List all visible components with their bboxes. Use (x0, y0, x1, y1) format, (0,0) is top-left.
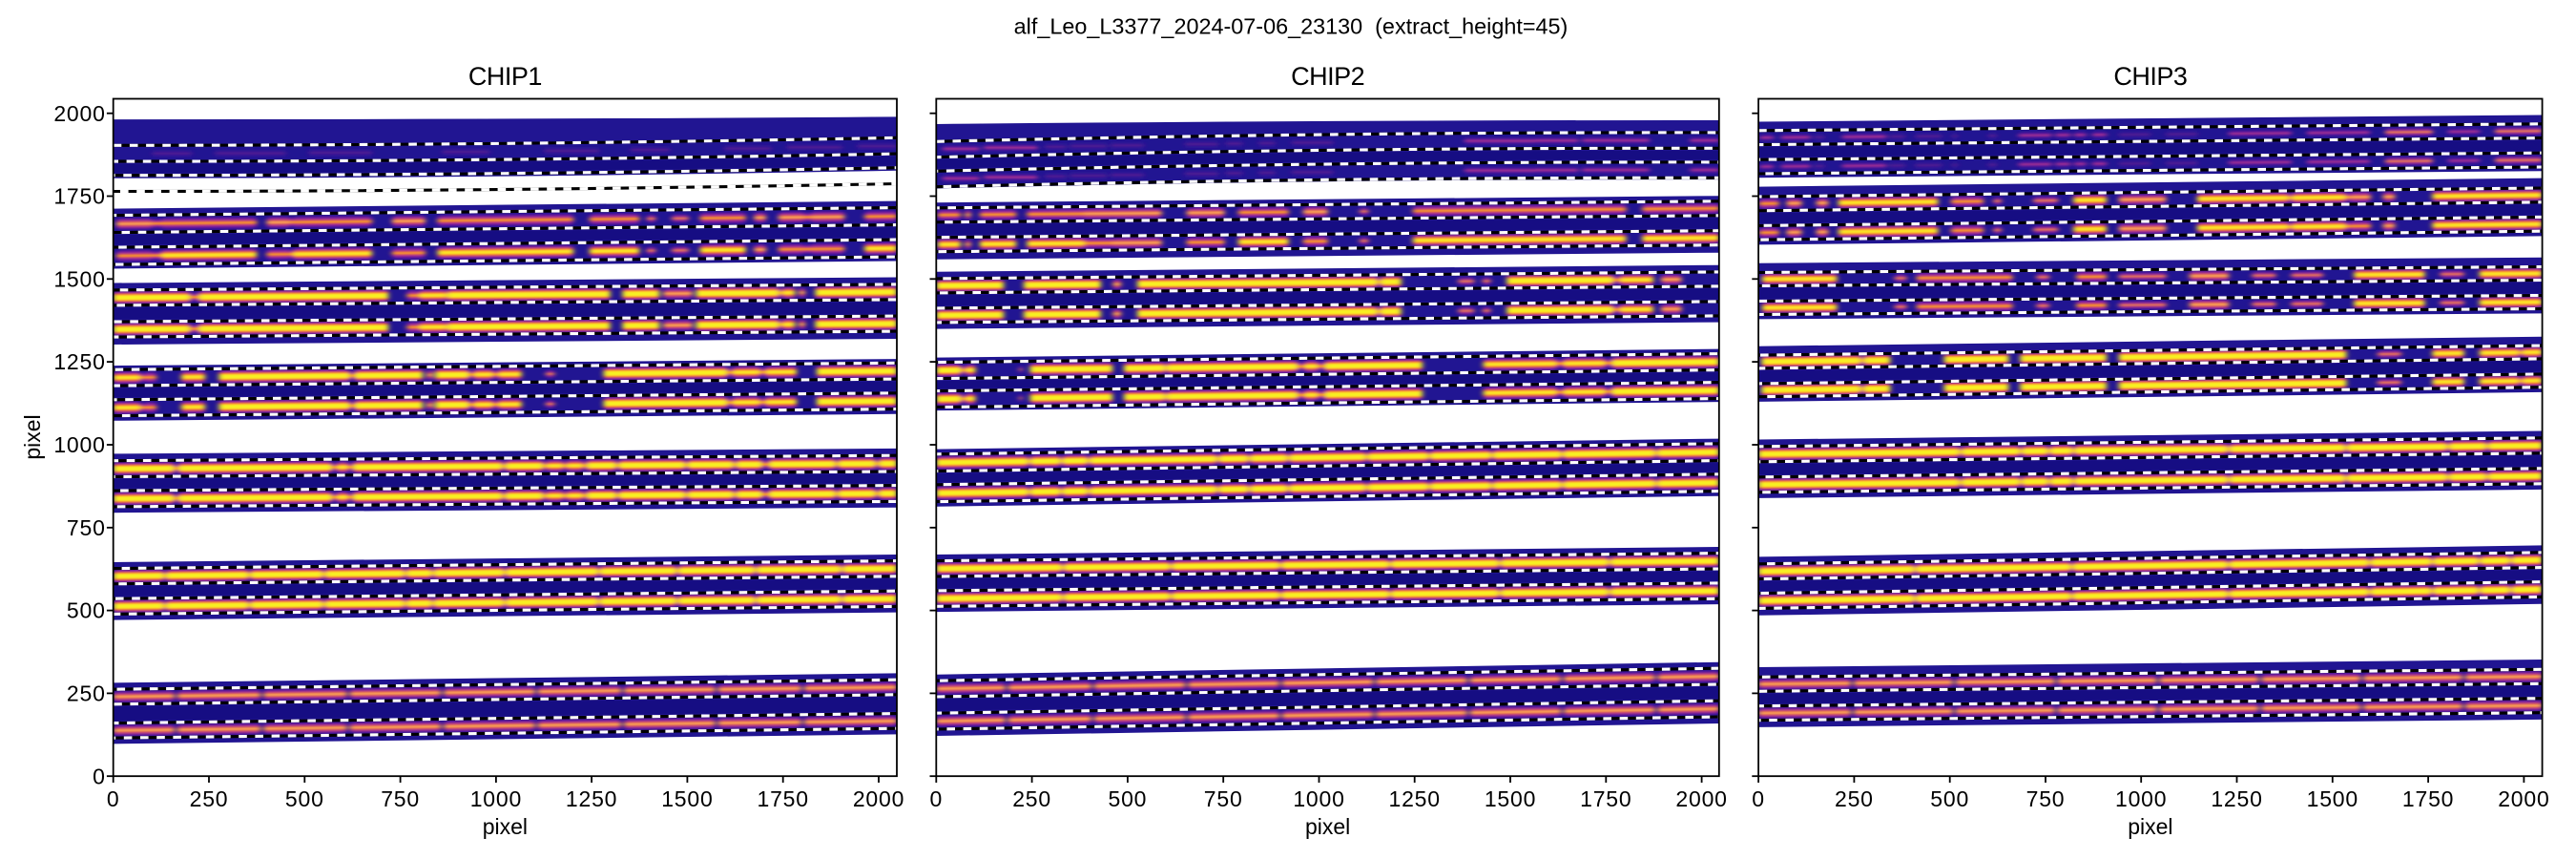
svg-text:1750: 1750 (2402, 786, 2454, 811)
svg-text:2000: 2000 (53, 101, 105, 126)
svg-text:2000: 2000 (1675, 786, 1727, 811)
svg-text:1000: 1000 (2115, 786, 2167, 811)
svg-text:1250: 1250 (1389, 786, 1441, 811)
svg-text:1750: 1750 (758, 786, 809, 811)
svg-text:750: 750 (1204, 786, 1243, 811)
svg-text:1000: 1000 (1293, 786, 1344, 811)
svg-text:pixel: pixel (20, 414, 45, 459)
svg-text:500: 500 (285, 786, 324, 811)
svg-text:1000: 1000 (53, 432, 105, 457)
svg-text:0: 0 (107, 786, 120, 811)
svg-text:1000: 1000 (470, 786, 522, 811)
svg-text:pixel: pixel (1305, 814, 1350, 839)
svg-text:250: 250 (1012, 786, 1051, 811)
svg-text:500: 500 (1930, 786, 1969, 811)
svg-text:250: 250 (1835, 786, 1874, 811)
svg-text:alf_Leo_L3377_2024-07-06_23130: alf_Leo_L3377_2024-07-06_23130 (extract_… (1014, 14, 1568, 39)
svg-text:1500: 1500 (2307, 786, 2358, 811)
svg-text:500: 500 (67, 598, 106, 623)
svg-text:pixel: pixel (483, 814, 528, 839)
svg-text:CHIP1: CHIP1 (468, 62, 542, 91)
svg-text:2000: 2000 (2498, 786, 2549, 811)
svg-text:750: 750 (2026, 786, 2066, 811)
svg-text:1750: 1750 (1580, 786, 1631, 811)
svg-text:pixel: pixel (2128, 814, 2172, 839)
svg-text:250: 250 (190, 786, 229, 811)
svg-text:750: 750 (67, 515, 106, 540)
svg-text:1750: 1750 (53, 184, 105, 209)
svg-text:0: 0 (1752, 786, 1765, 811)
svg-text:0: 0 (93, 764, 106, 788)
svg-text:500: 500 (1109, 786, 1148, 811)
svg-text:1500: 1500 (53, 266, 105, 291)
svg-text:250: 250 (67, 681, 106, 706)
svg-text:1500: 1500 (661, 786, 713, 811)
svg-text:1250: 1250 (2211, 786, 2262, 811)
svg-text:750: 750 (381, 786, 420, 811)
svg-text:1250: 1250 (53, 349, 105, 374)
svg-text:CHIP3: CHIP3 (2113, 62, 2187, 91)
svg-text:0: 0 (930, 786, 944, 811)
svg-text:1500: 1500 (1485, 786, 1536, 811)
svg-text:1250: 1250 (566, 786, 617, 811)
svg-text:2000: 2000 (853, 786, 904, 811)
svg-text:CHIP2: CHIP2 (1291, 62, 1364, 91)
